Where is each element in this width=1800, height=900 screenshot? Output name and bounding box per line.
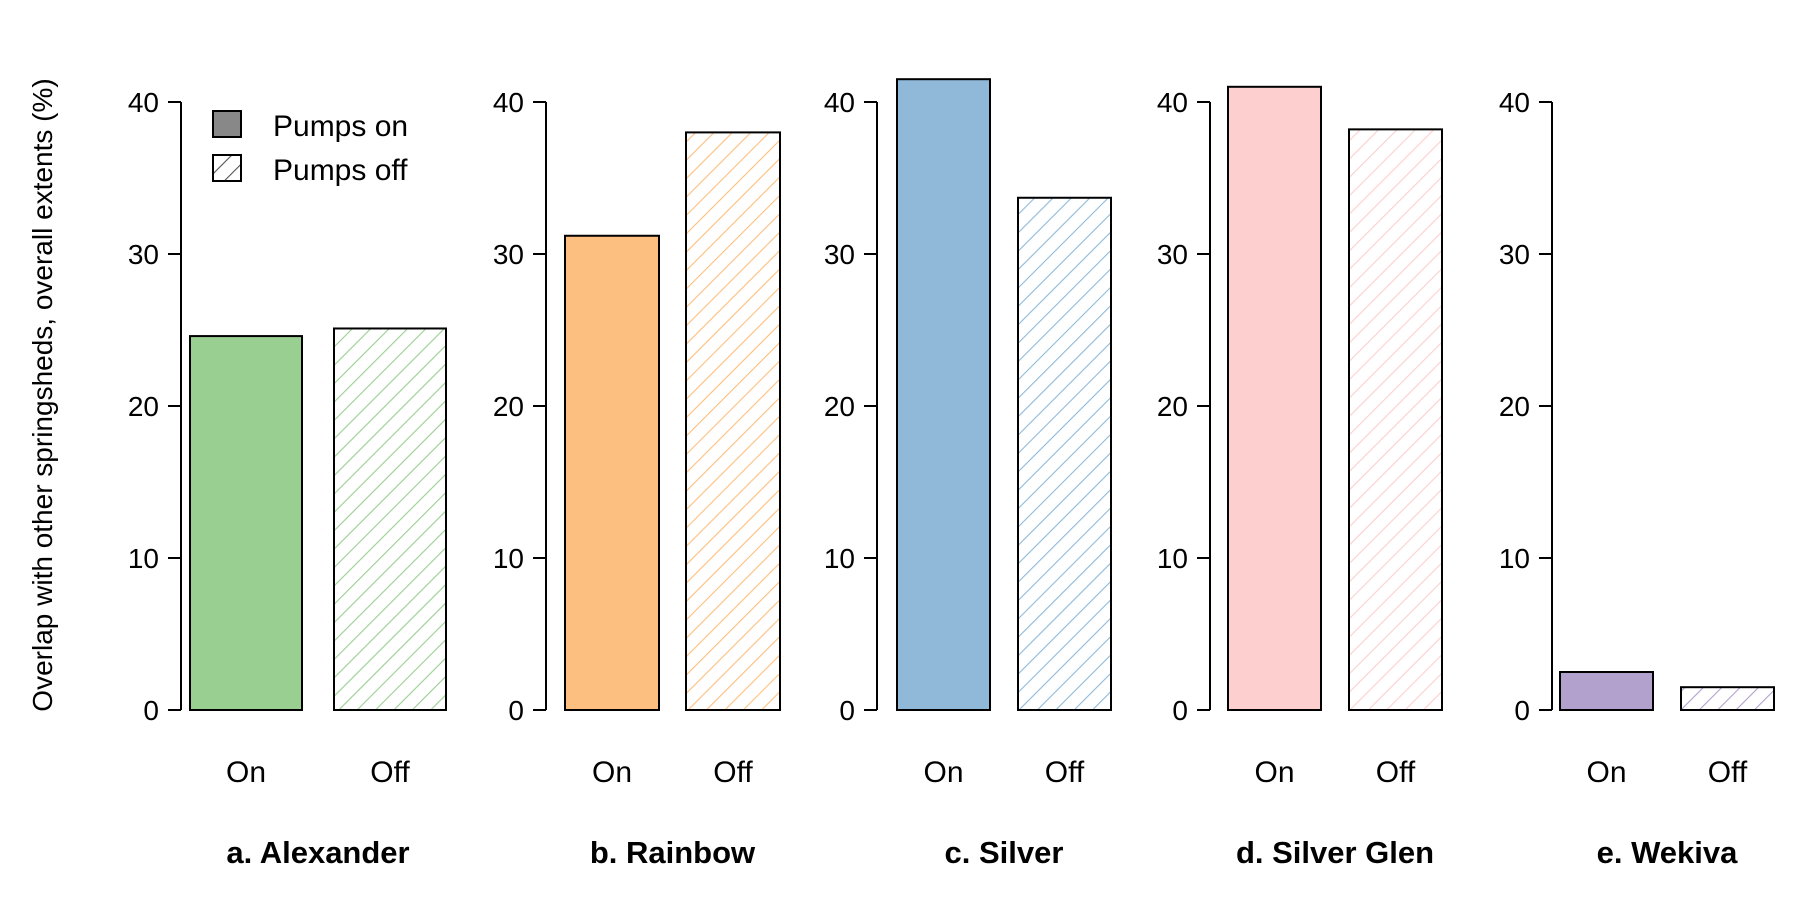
panel-title: c. Silver: [945, 835, 1064, 870]
legend-label-pumps-off: Pumps off: [273, 154, 408, 187]
panel-a-alexander: 0 10 20 30 40 On Off a. Alexander: [128, 87, 447, 870]
x-category-label: On: [1254, 756, 1294, 789]
bar-d-silver-glen-off: [1348, 128, 1443, 712]
x-category-label: On: [592, 756, 632, 789]
panel-b-rainbow: 0 10 20 30 40 On Off b. Rainbow: [493, 87, 781, 870]
panel-c-silver: 0 10 20 30 40 On Off c. Silver: [824, 78, 1112, 870]
y-tick-label: 20: [824, 391, 855, 422]
y-tick-label: 30: [128, 239, 159, 270]
bar-b-rainbow-off: [685, 131, 781, 711]
y-axis-label: Overlap with other springsheds, overall …: [27, 78, 58, 711]
y-tick-label: 20: [1157, 391, 1188, 422]
y-tick-label: 10: [1499, 543, 1530, 574]
panel-d-silver-glen: 0 10 20 30 40 On Off d. Silver Glen: [1157, 85, 1443, 870]
bar-d-silver-glen-on: [1227, 85, 1322, 712]
bar-e-wekiva-on: [1559, 671, 1654, 711]
x-category-label: Off: [1708, 756, 1748, 789]
y-tick-label: 40: [1157, 87, 1188, 118]
y-tick-label: 40: [1499, 87, 1530, 118]
y-tick-label: 0: [508, 695, 524, 726]
x-category-label: On: [226, 756, 266, 789]
bar-c-silver-on: [896, 78, 991, 711]
y-tick-label: 20: [493, 391, 524, 422]
bar-c-silver-off: [1017, 196, 1112, 711]
legend-label-pumps-on: Pumps on: [273, 110, 408, 143]
y-tick-label: 0: [1172, 695, 1188, 726]
y-tick-label: 0: [1514, 695, 1530, 726]
x-category-label: Off: [713, 756, 753, 789]
y-tick-label: 40: [493, 87, 524, 118]
panel-title: e. Wekiva: [1597, 835, 1739, 870]
legend-swatch-pumps-on: [212, 110, 242, 138]
y-tick-label: 20: [1499, 391, 1530, 422]
bar-b-rainbow-on: [564, 234, 660, 711]
y-tick-label: 30: [1157, 239, 1188, 270]
panel-title: a. Alexander: [226, 835, 409, 870]
legend-swatch-pumps-off: [212, 154, 242, 182]
y-tick-label: 30: [493, 239, 524, 270]
y-tick-label: 10: [493, 543, 524, 574]
x-category-label: On: [923, 756, 963, 789]
x-category-label: Off: [1376, 756, 1416, 789]
bar-a-alexander-on: [189, 335, 303, 711]
x-category-label: On: [1586, 756, 1626, 789]
y-tick-label: 30: [1499, 239, 1530, 270]
y-tick-label: 0: [143, 695, 159, 726]
bar-e-wekiva-off: [1680, 686, 1775, 712]
y-tick-label: 10: [824, 543, 855, 574]
panel-e-wekiva: 0 10 20 30 40 On Off e. Wekiva: [1499, 87, 1775, 870]
x-category-label: Off: [370, 756, 410, 789]
y-tick-label: 0: [839, 695, 855, 726]
y-tick-label: 20: [128, 391, 159, 422]
x-category-label: Off: [1045, 756, 1085, 789]
legend: Pumps on Pumps off: [212, 110, 408, 187]
panel-title: d. Silver Glen: [1236, 835, 1434, 870]
y-tick-label: 40: [128, 87, 159, 118]
y-tick-label: 40: [824, 87, 855, 118]
y-tick-label: 10: [1157, 543, 1188, 574]
bar-a-alexander-off: [333, 327, 447, 711]
y-tick-label: 10: [128, 543, 159, 574]
y-tick-label: 30: [824, 239, 855, 270]
panel-title: b. Rainbow: [590, 835, 756, 870]
